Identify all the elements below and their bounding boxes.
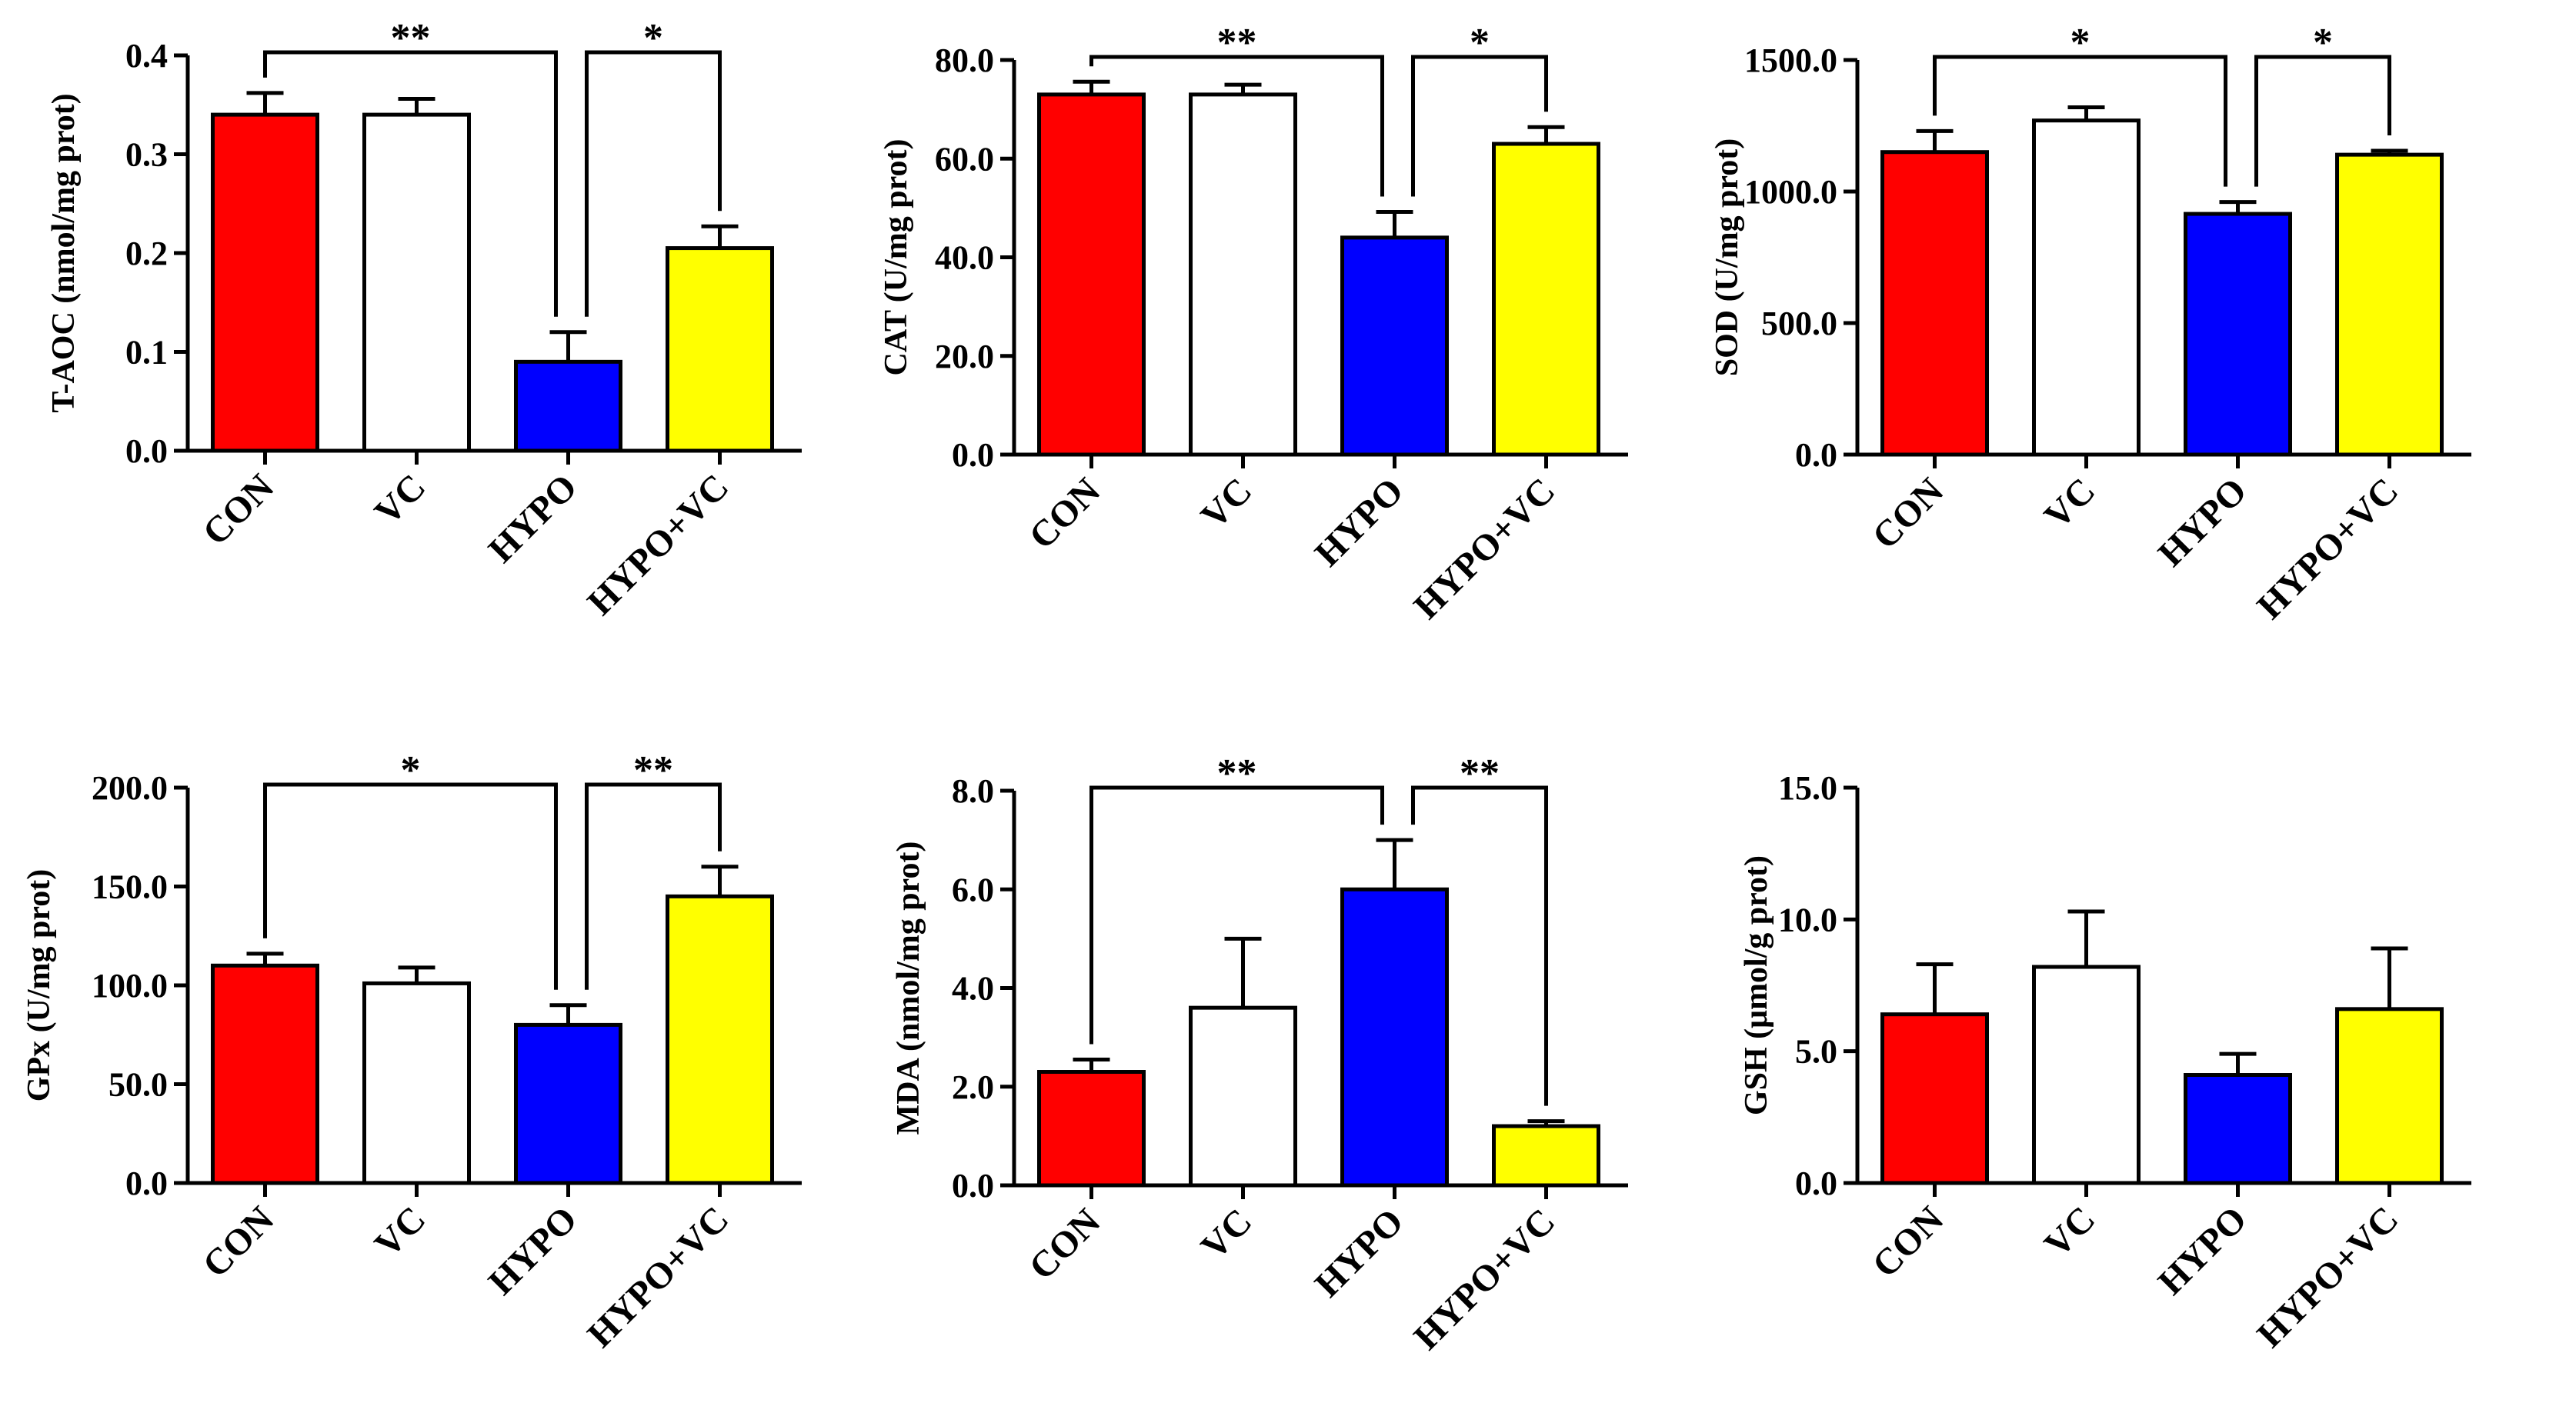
y-tick-label: 4.0 xyxy=(952,970,994,1008)
y-tick-label: 0.0 xyxy=(1795,436,1837,474)
significance-bracket xyxy=(1411,55,1548,197)
bar-hypo-plus-vc xyxy=(1492,142,1600,457)
bar-hypo xyxy=(2184,212,2292,457)
significance-label: * xyxy=(401,748,421,792)
bar-vc xyxy=(362,112,471,453)
y-tick-label: 20.0 xyxy=(935,338,994,375)
significance-bracket xyxy=(1089,55,1384,197)
significance-label: ** xyxy=(1217,21,1257,65)
y-tick-label: 0.0 xyxy=(952,1167,994,1205)
bar-con xyxy=(1037,92,1146,457)
significance-bracket xyxy=(585,50,722,317)
significance-label: * xyxy=(643,16,663,60)
significance-label: ** xyxy=(1217,751,1257,795)
y-tick-label: 50.0 xyxy=(108,1066,168,1104)
significance-bracket xyxy=(263,782,558,990)
significance-bracket xyxy=(263,50,558,317)
significance-label: ** xyxy=(1460,751,1500,795)
y-tick-label: 0.4 xyxy=(125,37,168,75)
bar-con xyxy=(1880,1012,1989,1185)
significance-label: ** xyxy=(391,16,431,60)
significance-label: ** xyxy=(633,748,673,792)
y-axis-title: T-AOC (nmol/mg prot) xyxy=(46,93,82,412)
y-tick-label: 40.0 xyxy=(935,239,994,277)
y-axis-title: GPx (U/mg prot) xyxy=(22,869,57,1102)
bar-hypo-plus-vc xyxy=(666,894,774,1185)
y-tick-label: 0.3 xyxy=(125,136,168,174)
y-tick-label: 2.0 xyxy=(952,1068,994,1106)
bar-hypo xyxy=(1340,887,1449,1188)
y-axis-title: CAT (U/mg prot) xyxy=(879,139,914,376)
y-tick-label: 8.0 xyxy=(952,772,994,810)
significance-bracket xyxy=(1089,785,1384,1045)
bar-hypo xyxy=(2184,1073,2292,1185)
significance-label: * xyxy=(2313,21,2333,65)
y-tick-label: 0.1 xyxy=(125,334,168,372)
bar-hypo-plus-vc xyxy=(666,246,774,453)
bar-vc xyxy=(1189,92,1297,457)
y-tick-label: 0.0 xyxy=(125,432,168,470)
y-tick-label: 0.0 xyxy=(1795,1165,1837,1202)
bar-hypo-plus-vc xyxy=(2335,1007,2444,1185)
bar-hypo-plus-vc xyxy=(1492,1124,1600,1188)
bar-hypo-plus-vc xyxy=(2335,152,2444,457)
y-tick-label: 100.0 xyxy=(92,967,168,1005)
y-tick-label: 6.0 xyxy=(952,871,994,908)
y-tick-label: 0.0 xyxy=(125,1165,168,1202)
y-tick-label: 10.0 xyxy=(1778,901,1837,938)
bar-vc xyxy=(2032,118,2141,457)
bar-con xyxy=(211,112,319,453)
significance-label: * xyxy=(2070,21,2090,65)
bar-con xyxy=(211,963,319,1185)
bar-vc xyxy=(362,981,471,1185)
significance-bracket xyxy=(2254,55,2391,187)
bar-vc xyxy=(2032,965,2141,1185)
significance-bracket xyxy=(1933,55,2227,187)
bar-con xyxy=(1880,150,1989,457)
y-tick-label: 5.0 xyxy=(1795,1033,1837,1071)
chart-panel-gpx: GPx (U/mg prot)0.050.0100.0150.0200.0CON… xyxy=(22,748,802,1355)
y-tick-label: 500.0 xyxy=(1761,305,1837,342)
y-tick-label: 0.0 xyxy=(952,436,994,474)
y-tick-label: 1500.0 xyxy=(1744,42,1837,79)
significance-bracket xyxy=(585,782,722,990)
y-tick-label: 15.0 xyxy=(1778,769,1837,807)
y-axis-title: GSH (μmol/g prot) xyxy=(1739,855,1774,1115)
significance-label: * xyxy=(1470,21,1490,65)
bar-hypo xyxy=(514,359,622,453)
bar-hypo xyxy=(514,1022,622,1185)
y-tick-label: 200.0 xyxy=(92,769,168,807)
y-tick-label: 1000.0 xyxy=(1744,173,1837,211)
y-axis-title: SOD (U/mg prot) xyxy=(1710,138,1745,377)
y-tick-label: 60.0 xyxy=(935,140,994,178)
y-tick-label: 150.0 xyxy=(92,868,168,906)
significance-bracket xyxy=(1411,785,1548,1106)
bar-con xyxy=(1037,1070,1146,1188)
y-tick-label: 80.0 xyxy=(935,42,994,79)
bar-vc xyxy=(1189,1005,1297,1188)
y-tick-label: 0.2 xyxy=(125,235,168,272)
bar-hypo xyxy=(1340,235,1449,457)
y-axis-title: MDA (nmol/mg prot) xyxy=(891,841,926,1135)
